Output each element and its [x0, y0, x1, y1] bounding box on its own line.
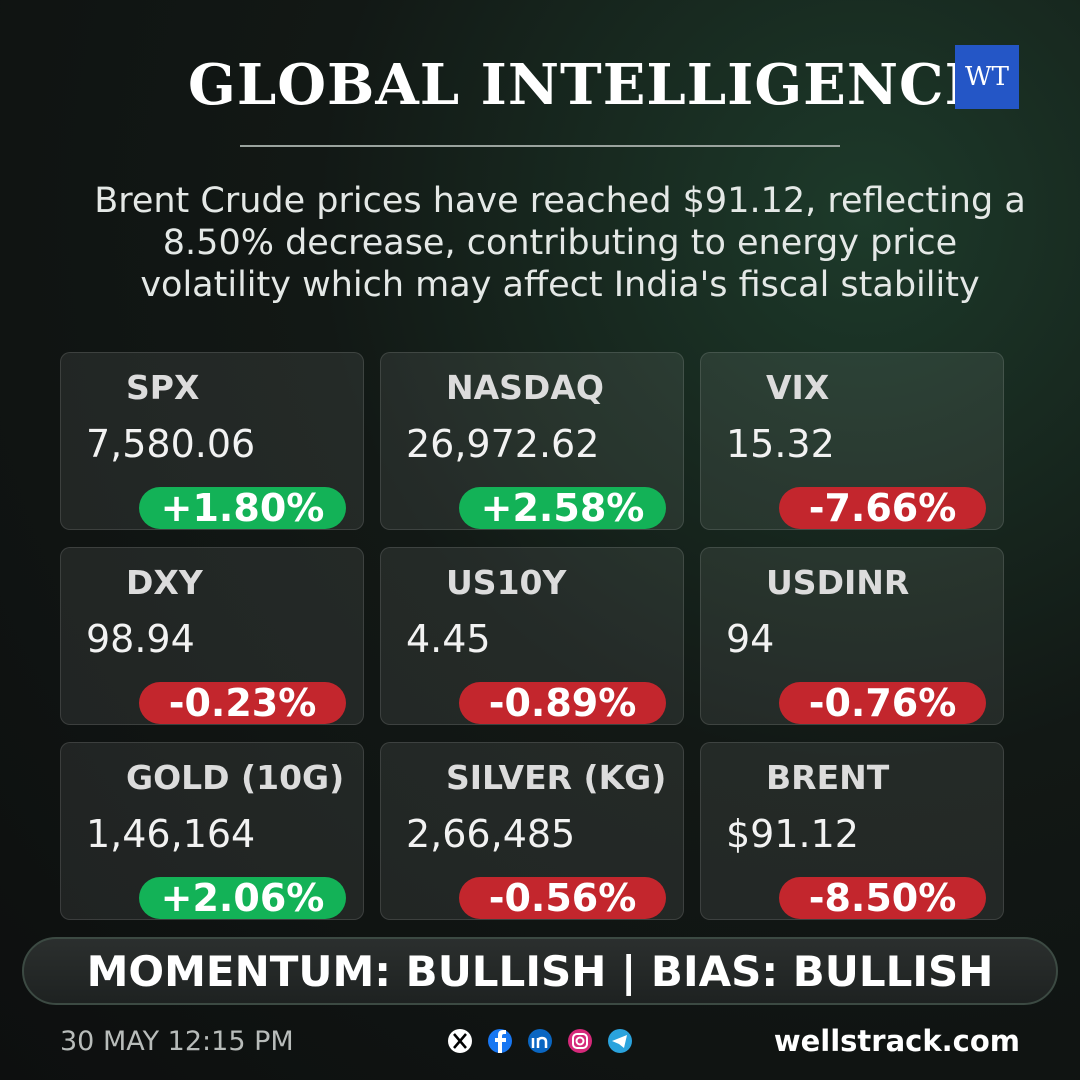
social-icons: [448, 1029, 632, 1053]
market-name: VIX: [766, 368, 830, 407]
summary-line: 8.50% decrease, contributing to energy p…: [162, 223, 958, 263]
market-card: VIX 15.32 -7.66%: [700, 352, 1004, 530]
market-change: +2.58%: [459, 486, 666, 530]
market-value: 1,46,164: [86, 812, 256, 856]
market-card: US10Y 4.45 -0.89%: [380, 547, 684, 725]
linkedin-glyph: [531, 1036, 548, 1048]
market-change: -8.50%: [779, 876, 986, 920]
market-name: BRENT: [766, 758, 890, 797]
summary: Brent Crude prices have reached $91.12, …: [40, 180, 1080, 306]
banner: MOMENTUM: BULLISH | BIAS: BULLISH: [22, 937, 1058, 1005]
market-name: SILVER (KG): [446, 758, 667, 797]
market-value: 26,972.62: [406, 422, 600, 466]
market-change: +2.06%: [139, 876, 346, 920]
market-change: -0.23%: [139, 681, 346, 725]
market-value: 4.45: [406, 617, 491, 661]
market-card: DXY 98.94 -0.23%: [60, 547, 364, 725]
market-change: -7.66%: [779, 486, 986, 530]
linkedin-icon[interactable]: [528, 1029, 552, 1053]
market-card: BRENT $91.12 -8.50%: [700, 742, 1004, 920]
market-value: 2,66,485: [406, 812, 576, 856]
divider: [240, 145, 840, 147]
market-change: -0.56%: [459, 876, 666, 920]
market-name: GOLD (10G): [126, 758, 345, 797]
x-glyph: [453, 1033, 467, 1049]
market-name: USDINR: [766, 563, 910, 602]
market-value: 7,580.06: [86, 422, 256, 466]
summary-line: Brent Crude prices have reached $91.12, …: [94, 181, 1026, 221]
telegram-glyph: [612, 1035, 627, 1048]
market-name: DXY: [126, 563, 203, 602]
market-value: 15.32: [726, 422, 835, 466]
summary-line: volatility which may affect India's fisc…: [140, 265, 980, 305]
market-name: SPX: [126, 368, 200, 407]
market-value: $91.12: [726, 812, 859, 856]
instagram-lens: [575, 1036, 585, 1046]
market-card: NASDAQ 26,972.62 +2.58%: [380, 352, 684, 530]
website[interactable]: wellstrack.com: [773, 1024, 1020, 1058]
facebook-glyph: [495, 1030, 506, 1053]
market-card: SILVER (KG) 2,66,485 -0.56%: [380, 742, 684, 920]
market-card: USDINR 94 -0.76%: [700, 547, 1004, 725]
market-card: GOLD (10G) 1,46,164 +2.06%: [60, 742, 364, 920]
market-value: 94: [726, 617, 775, 661]
timestamp: 30 MAY 12:15 PM: [60, 1026, 294, 1057]
instagram-glyph: [572, 1033, 588, 1049]
market-value: 98.94: [86, 617, 195, 661]
market-change: +1.80%: [139, 486, 346, 530]
market-name: NASDAQ: [446, 368, 604, 407]
market-change: -0.89%: [459, 681, 666, 725]
market-name: US10Y: [446, 563, 567, 602]
instagram-icon[interactable]: [568, 1029, 592, 1053]
logo: WT: [955, 45, 1019, 109]
market-card: SPX 7,580.06 +1.80%: [60, 352, 364, 530]
title: GLOBAL INTELLIGENCE: [188, 52, 989, 118]
market-change: -0.76%: [779, 681, 986, 725]
